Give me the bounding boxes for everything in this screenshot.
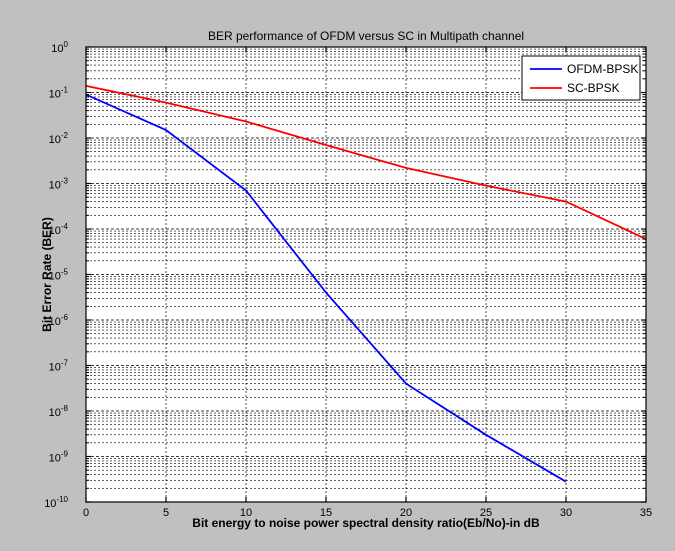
y-tick-label: 10-3 bbox=[49, 177, 69, 192]
x-axis-label: Bit energy to noise power spectral densi… bbox=[192, 516, 540, 530]
legend-box bbox=[521, 55, 641, 101]
legend-entry: SC-BPSK bbox=[567, 81, 620, 95]
y-tick-label: 10-4 bbox=[49, 222, 69, 237]
x-tick-label: 20 bbox=[400, 507, 412, 519]
y-tick-label: 10-7 bbox=[49, 359, 69, 374]
y-tick-label: 10-1 bbox=[49, 86, 69, 101]
y-tick-label: 10-10 bbox=[44, 495, 68, 510]
x-tick-label: 30 bbox=[560, 507, 572, 519]
y-tick-label: 10-2 bbox=[49, 131, 69, 146]
axis-ticks: 0 5 10 15 20 25 30 35 10-10 10-9 10-8 10-7 10-6 10-5 1… bbox=[44, 40, 652, 519]
y-axis-label: Bit Error Rate (BER) bbox=[40, 217, 54, 332]
chart-title: BER performance of OFDM versus SC in Mul… bbox=[208, 29, 524, 43]
x-tick-label: 5 bbox=[163, 507, 169, 519]
y-tick-label: 100 bbox=[51, 40, 68, 55]
y-tick-label: 10-8 bbox=[49, 404, 69, 419]
series-line-ofdm-bpsk bbox=[85, 93, 567, 483]
x-tick-label: 10 bbox=[240, 507, 252, 519]
grid bbox=[86, 47, 646, 503]
x-tick-label: 35 bbox=[640, 507, 652, 519]
legend: OFDM-BPSK SC-BPSK bbox=[521, 55, 641, 101]
x-tick-label: 0 bbox=[83, 507, 89, 519]
y-tick-label: 10-5 bbox=[49, 268, 69, 283]
series-line-sc-bpsk bbox=[85, 85, 647, 240]
series-lines bbox=[85, 85, 647, 483]
x-tick-label: 15 bbox=[320, 507, 332, 519]
legend-entry: OFDM-BPSK bbox=[567, 62, 638, 76]
y-tick-label: 10-6 bbox=[49, 313, 69, 328]
y-tick-label: 10-9 bbox=[49, 450, 69, 465]
x-tick-label: 25 bbox=[480, 507, 492, 519]
